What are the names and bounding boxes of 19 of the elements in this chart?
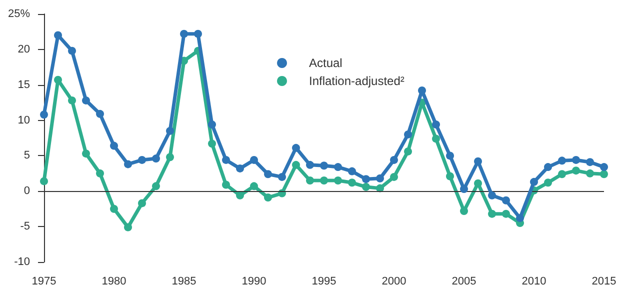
y-tick-label: -10 [14,256,30,268]
x-tick-label: 1995 [312,276,336,288]
x-tick-label: 2005 [452,276,476,288]
y-tick-label: 25% [8,8,30,20]
legend-label: Actual [309,56,342,70]
y-tick-label: 10 [18,114,30,126]
legend-label: Inflation-adjusted² [309,74,404,88]
x-tick-label: 1975 [32,276,56,288]
x-tick-label: 1980 [102,276,126,288]
y-tick-label: 15 [18,78,30,91]
x-tick-label: 1990 [242,276,266,288]
y-tick-label: 5 [24,150,30,162]
x-tick-label: 1985 [172,276,196,288]
x-tick-label: 2000 [382,276,406,288]
y-tick-label: 20 [18,43,30,56]
x-tick-label: 2010 [522,276,546,288]
x-tick-label: 2015 [592,276,616,288]
y-tick-label: 0 [24,185,30,198]
y-tick-label: -5 [20,220,30,233]
